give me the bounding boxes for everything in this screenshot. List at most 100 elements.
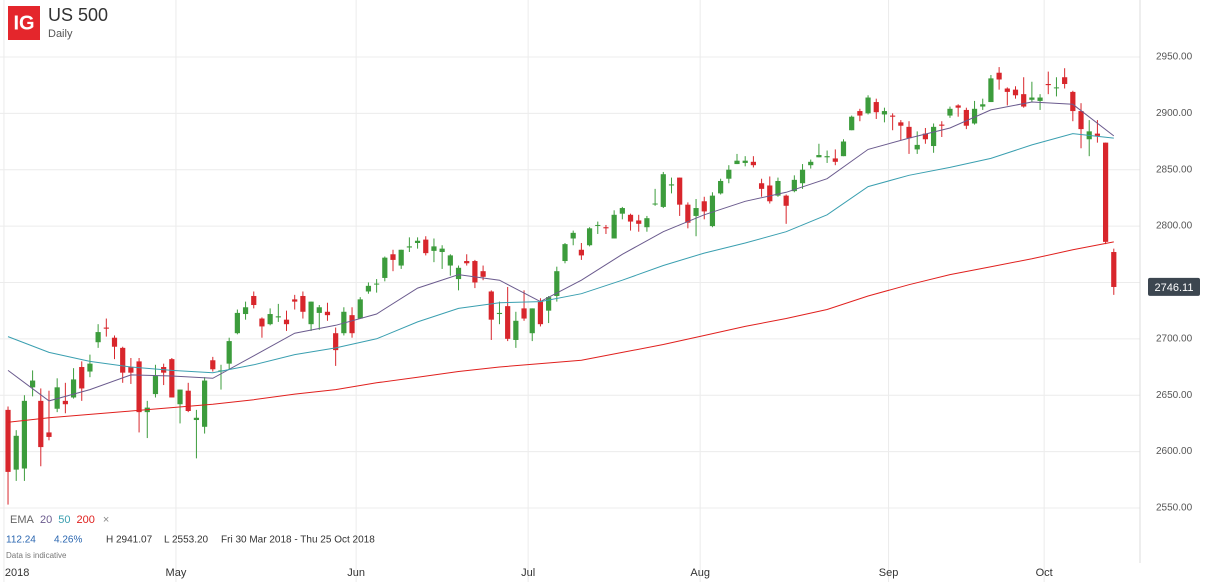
candle-body: [365, 285, 372, 292]
legend-entry: 50: [58, 514, 70, 526]
x-tick-label: May: [166, 567, 187, 579]
candle-body: [382, 257, 388, 278]
ema-line: [7, 241, 1114, 423]
candle-body: [259, 318, 265, 327]
candle-body: [480, 271, 486, 277]
candle-body: [226, 341, 232, 364]
candle-body: [693, 208, 699, 216]
candle-body: [1037, 97, 1043, 101]
high: H 2941.07: [106, 535, 153, 546]
price-tag-label: 2746.11: [1155, 282, 1194, 294]
change-pct: 4.26%: [54, 535, 82, 546]
candle-body: [750, 161, 756, 166]
candle-body: [1078, 111, 1084, 130]
candle-body: [824, 156, 830, 158]
candle-body: [914, 144, 920, 150]
date-range: Fri 30 Mar 2018 - Thu 25 Oct 2018: [221, 535, 375, 546]
candle-body: [1012, 89, 1019, 96]
x-tick-label: 2018: [5, 567, 29, 579]
legend-entry: 200: [77, 514, 95, 526]
candle-body: [881, 111, 888, 115]
candle-body: [120, 347, 126, 373]
candle-body: [668, 184, 675, 186]
candle-body: [374, 283, 380, 285]
candle-body: [627, 214, 634, 222]
candle-body: [333, 333, 339, 351]
y-tick-label: 2850.00: [1156, 164, 1193, 175]
y-tick-label: 2700.00: [1156, 333, 1193, 344]
ema-line: [7, 101, 1115, 402]
candle-body: [29, 380, 36, 388]
candle-body: [464, 261, 470, 264]
candle-body: [1062, 77, 1068, 85]
candle-body: [767, 185, 773, 202]
x-tick-label: Sep: [879, 567, 899, 579]
x-tick-label: Jul: [521, 567, 535, 579]
candle-body: [292, 299, 298, 302]
change: 112.24: [6, 535, 36, 546]
candle-body: [644, 218, 650, 228]
candle-body: [414, 240, 421, 243]
candle-body: [95, 332, 101, 343]
candle-body: [652, 203, 658, 205]
candle-body: [423, 239, 429, 254]
candle-body: [906, 126, 912, 139]
y-tick-label: 2600.00: [1156, 446, 1193, 457]
logo-box: [8, 6, 40, 40]
candle-body: [808, 161, 814, 166]
candle-body: [775, 180, 781, 196]
low: L 2553.20: [164, 535, 209, 546]
candle-body: [300, 295, 306, 312]
candle-body: [619, 208, 625, 214]
candle-body: [562, 244, 568, 262]
plot: [5, 67, 1117, 505]
candle-body: [873, 102, 879, 113]
candle-body: [799, 169, 806, 184]
candle-body: [1094, 133, 1101, 136]
candle-body: [111, 337, 118, 347]
candle-body: [1004, 88, 1010, 92]
candle-body: [496, 312, 503, 315]
candle-body: [783, 195, 789, 206]
candle-body: [955, 105, 961, 108]
candle-body: [578, 249, 584, 256]
chart-title: US 500: [48, 5, 108, 25]
candle-body: [38, 400, 44, 448]
candle-body: [996, 72, 1002, 80]
candle-body: [324, 311, 331, 316]
candle-body: [791, 179, 797, 192]
logo: IG: [13, 12, 34, 34]
y-tick-label: 2950.00: [1156, 52, 1193, 63]
candle-body: [1029, 97, 1035, 100]
y-tick-label: 2900.00: [1156, 108, 1193, 119]
chart-subtitle: Daily: [48, 28, 73, 40]
candle-body: [832, 158, 838, 162]
candle-body: [505, 306, 511, 339]
price-tag: [1148, 277, 1200, 296]
candle-body: [840, 141, 847, 157]
candle-body: [488, 291, 494, 320]
candle-body: [971, 108, 978, 124]
candle-body: [980, 104, 986, 107]
x-tick-label: Oct: [1036, 567, 1053, 579]
x-tick-label: Jun: [347, 567, 365, 579]
candle-body: [267, 314, 273, 325]
candle-body: [849, 116, 855, 131]
candle-body: [701, 201, 707, 212]
y-tick-label: 2800.00: [1156, 221, 1193, 232]
candle-body: [431, 246, 437, 251]
candle-body: [890, 115, 896, 117]
legend-entry: 20: [40, 514, 52, 526]
candle-body: [521, 308, 527, 319]
candle-body: [398, 249, 404, 266]
candle-body: [758, 183, 765, 189]
candle-body: [316, 307, 322, 313]
candle-body: [742, 160, 748, 163]
candle-body: [210, 360, 216, 370]
candle-body: [677, 177, 683, 205]
candle-body: [472, 261, 478, 283]
candle-body: [54, 387, 60, 409]
candle-body: [636, 220, 642, 224]
candle-body: [5, 409, 11, 472]
